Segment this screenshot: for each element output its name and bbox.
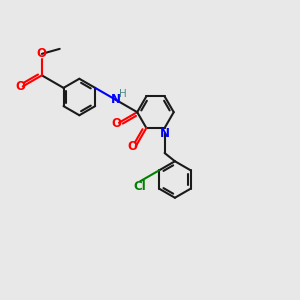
Text: O: O [128, 140, 138, 153]
Text: N: N [160, 127, 170, 140]
Text: N: N [110, 93, 121, 106]
Text: O: O [37, 47, 47, 60]
Text: Cl: Cl [133, 180, 146, 193]
Text: H: H [119, 89, 127, 99]
Text: O: O [112, 117, 122, 130]
Text: O: O [15, 80, 26, 94]
